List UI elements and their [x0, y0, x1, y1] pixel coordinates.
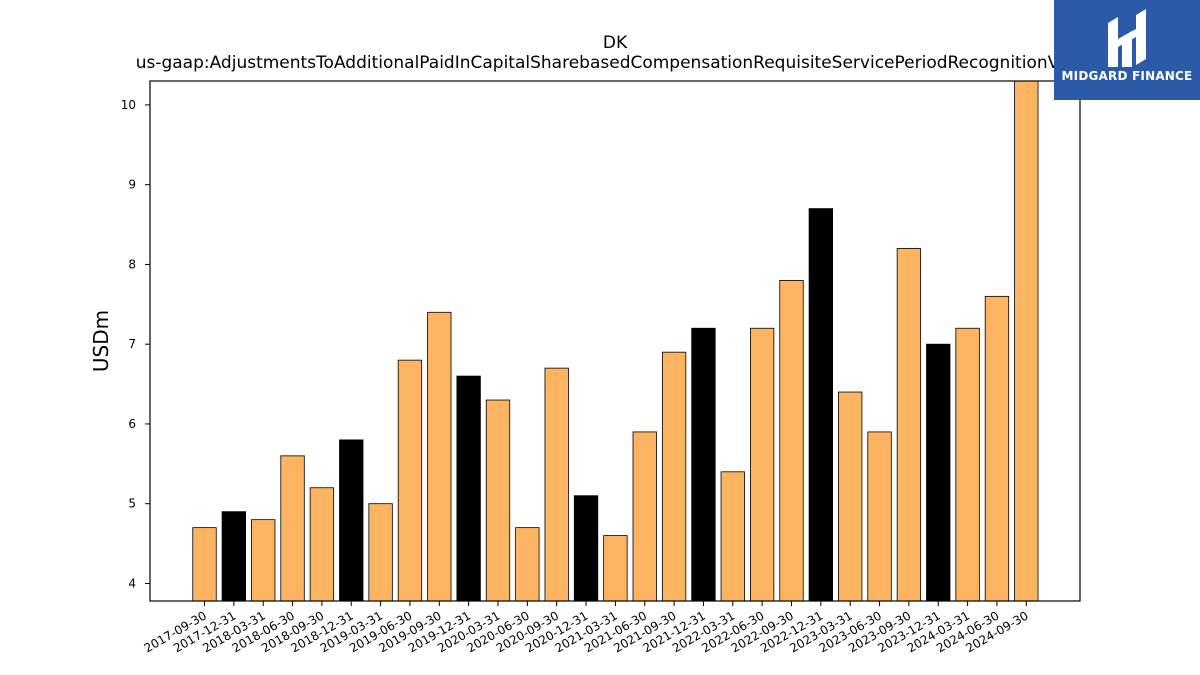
- x-axis: 2017-09-302017-12-312018-03-312018-06-30…: [142, 601, 1031, 655]
- bar-2018-03-31: [251, 519, 276, 602]
- bar-2022-03-31: [720, 471, 745, 602]
- bar-2023-12-31: [926, 343, 951, 602]
- y-tick-label-6: 6: [128, 417, 136, 431]
- bar-2021-06-30: [632, 431, 657, 602]
- bar-2021-12-31: [691, 327, 716, 602]
- bar-2024-03-31: [955, 327, 980, 602]
- bar-2019-06-30: [397, 359, 423, 602]
- logo-text: MIDGARD FINANCE: [1061, 69, 1193, 83]
- bar-2024-06-30: [984, 295, 1010, 602]
- bar-2018-12-31: [339, 439, 364, 602]
- y-tick-label-8: 8: [128, 257, 136, 271]
- bar-2018-09-30: [309, 487, 335, 602]
- chart-title-concept: us-gaap:AdjustmentsToAdditionalPaidInCap…: [136, 53, 1095, 73]
- bar-2017-09-30: [192, 527, 217, 602]
- bar-2023-06-30: [867, 431, 892, 602]
- bar-2019-03-31: [368, 503, 393, 602]
- bar-2020-06-30: [515, 527, 540, 602]
- bar-2019-12-31: [456, 375, 481, 602]
- midgard-logo-icon: [1108, 9, 1146, 67]
- bar-2019-09-30: [427, 311, 452, 602]
- bar-2020-12-31: [573, 495, 599, 602]
- bar-2021-03-31: [603, 535, 628, 602]
- bar-2022-09-30: [779, 279, 804, 602]
- y-axis: 4 5 6 7 8 9 10: [121, 98, 150, 590]
- bar-2022-12-31: [808, 208, 833, 602]
- bars-group: [192, 80, 1039, 602]
- bar-2023-03-31: [838, 391, 863, 602]
- y-tick-label-7: 7: [128, 337, 136, 351]
- bar-2020-03-31: [485, 399, 511, 602]
- bar-2021-09-30: [661, 351, 687, 602]
- chart-title-ticker: DK: [603, 33, 628, 53]
- bar-2018-06-30: [280, 455, 305, 602]
- y-axis-label: USDm: [89, 310, 113, 372]
- bar-2022-06-30: [750, 327, 775, 602]
- bar-2024-09-30: [1014, 80, 1039, 602]
- y-tick-label-5: 5: [128, 497, 136, 511]
- midgard-finance-logo: MIDGARD FINANCE: [1054, 0, 1200, 100]
- y-tick-label-4: 4: [128, 576, 136, 590]
- bar-2017-12-31: [221, 511, 247, 602]
- bar-2020-09-30: [544, 367, 569, 602]
- bar-2023-09-30: [896, 248, 922, 602]
- y-tick-label-9: 9: [128, 178, 136, 192]
- y-tick-label-10: 10: [121, 98, 136, 112]
